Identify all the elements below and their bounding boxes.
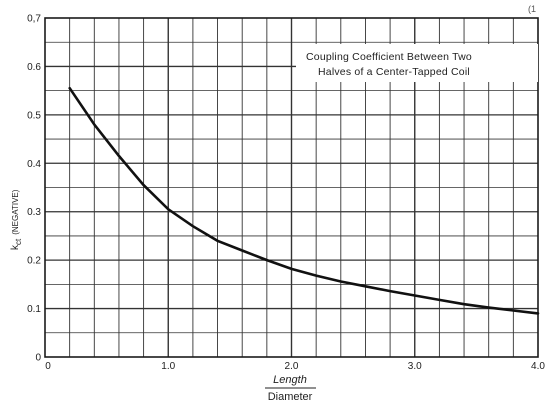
plot-frame (44, 17, 539, 358)
x-tick-label: 2.0 (285, 361, 299, 372)
y-axis-label: kct (NEGATIVE) (10, 189, 23, 250)
annotation-line-2: Halves of a Center-Tapped Coil (318, 66, 470, 78)
y-axis-label-main: k (10, 244, 21, 250)
y-tick-label: 0.5 (27, 110, 41, 121)
y-tick-label: 0,7 (27, 14, 41, 25)
corner-mark: (1 (528, 4, 536, 14)
y-tick-label: 0 (35, 353, 41, 364)
y-tick-label: 0.6 (27, 62, 41, 73)
y-axis-label-note: (NEGATIVE) (11, 189, 20, 235)
x-tick-labels: 0 1.0 2.0 3.0 4.0 (45, 361, 545, 372)
x-tick-label: 4.0 (531, 361, 545, 372)
x-tick-label: 0 (45, 361, 51, 372)
y-tick-label: 0.2 (27, 256, 41, 267)
y-tick-labels: 0 0.1 0.2 0.3 0.4 0.5 0.6 0,7 (27, 14, 41, 364)
y-tick-label: 0.4 (27, 159, 41, 170)
x-tick-label: 3.0 (408, 361, 422, 372)
annotation-line-1: Coupling Coefficient Between Two (306, 51, 472, 63)
y-tick-label: 0.3 (27, 207, 41, 218)
series-line-kct (68, 86, 540, 315)
annotation-box (296, 44, 538, 82)
x-axis-label-denominator: Diameter (268, 391, 313, 403)
y-axis-label-sub: ct (14, 238, 23, 245)
y-tick-label: 0.1 (27, 304, 41, 315)
x-axis-label-numerator: Length (273, 374, 307, 386)
x-tick-label: 1.0 (161, 361, 175, 372)
